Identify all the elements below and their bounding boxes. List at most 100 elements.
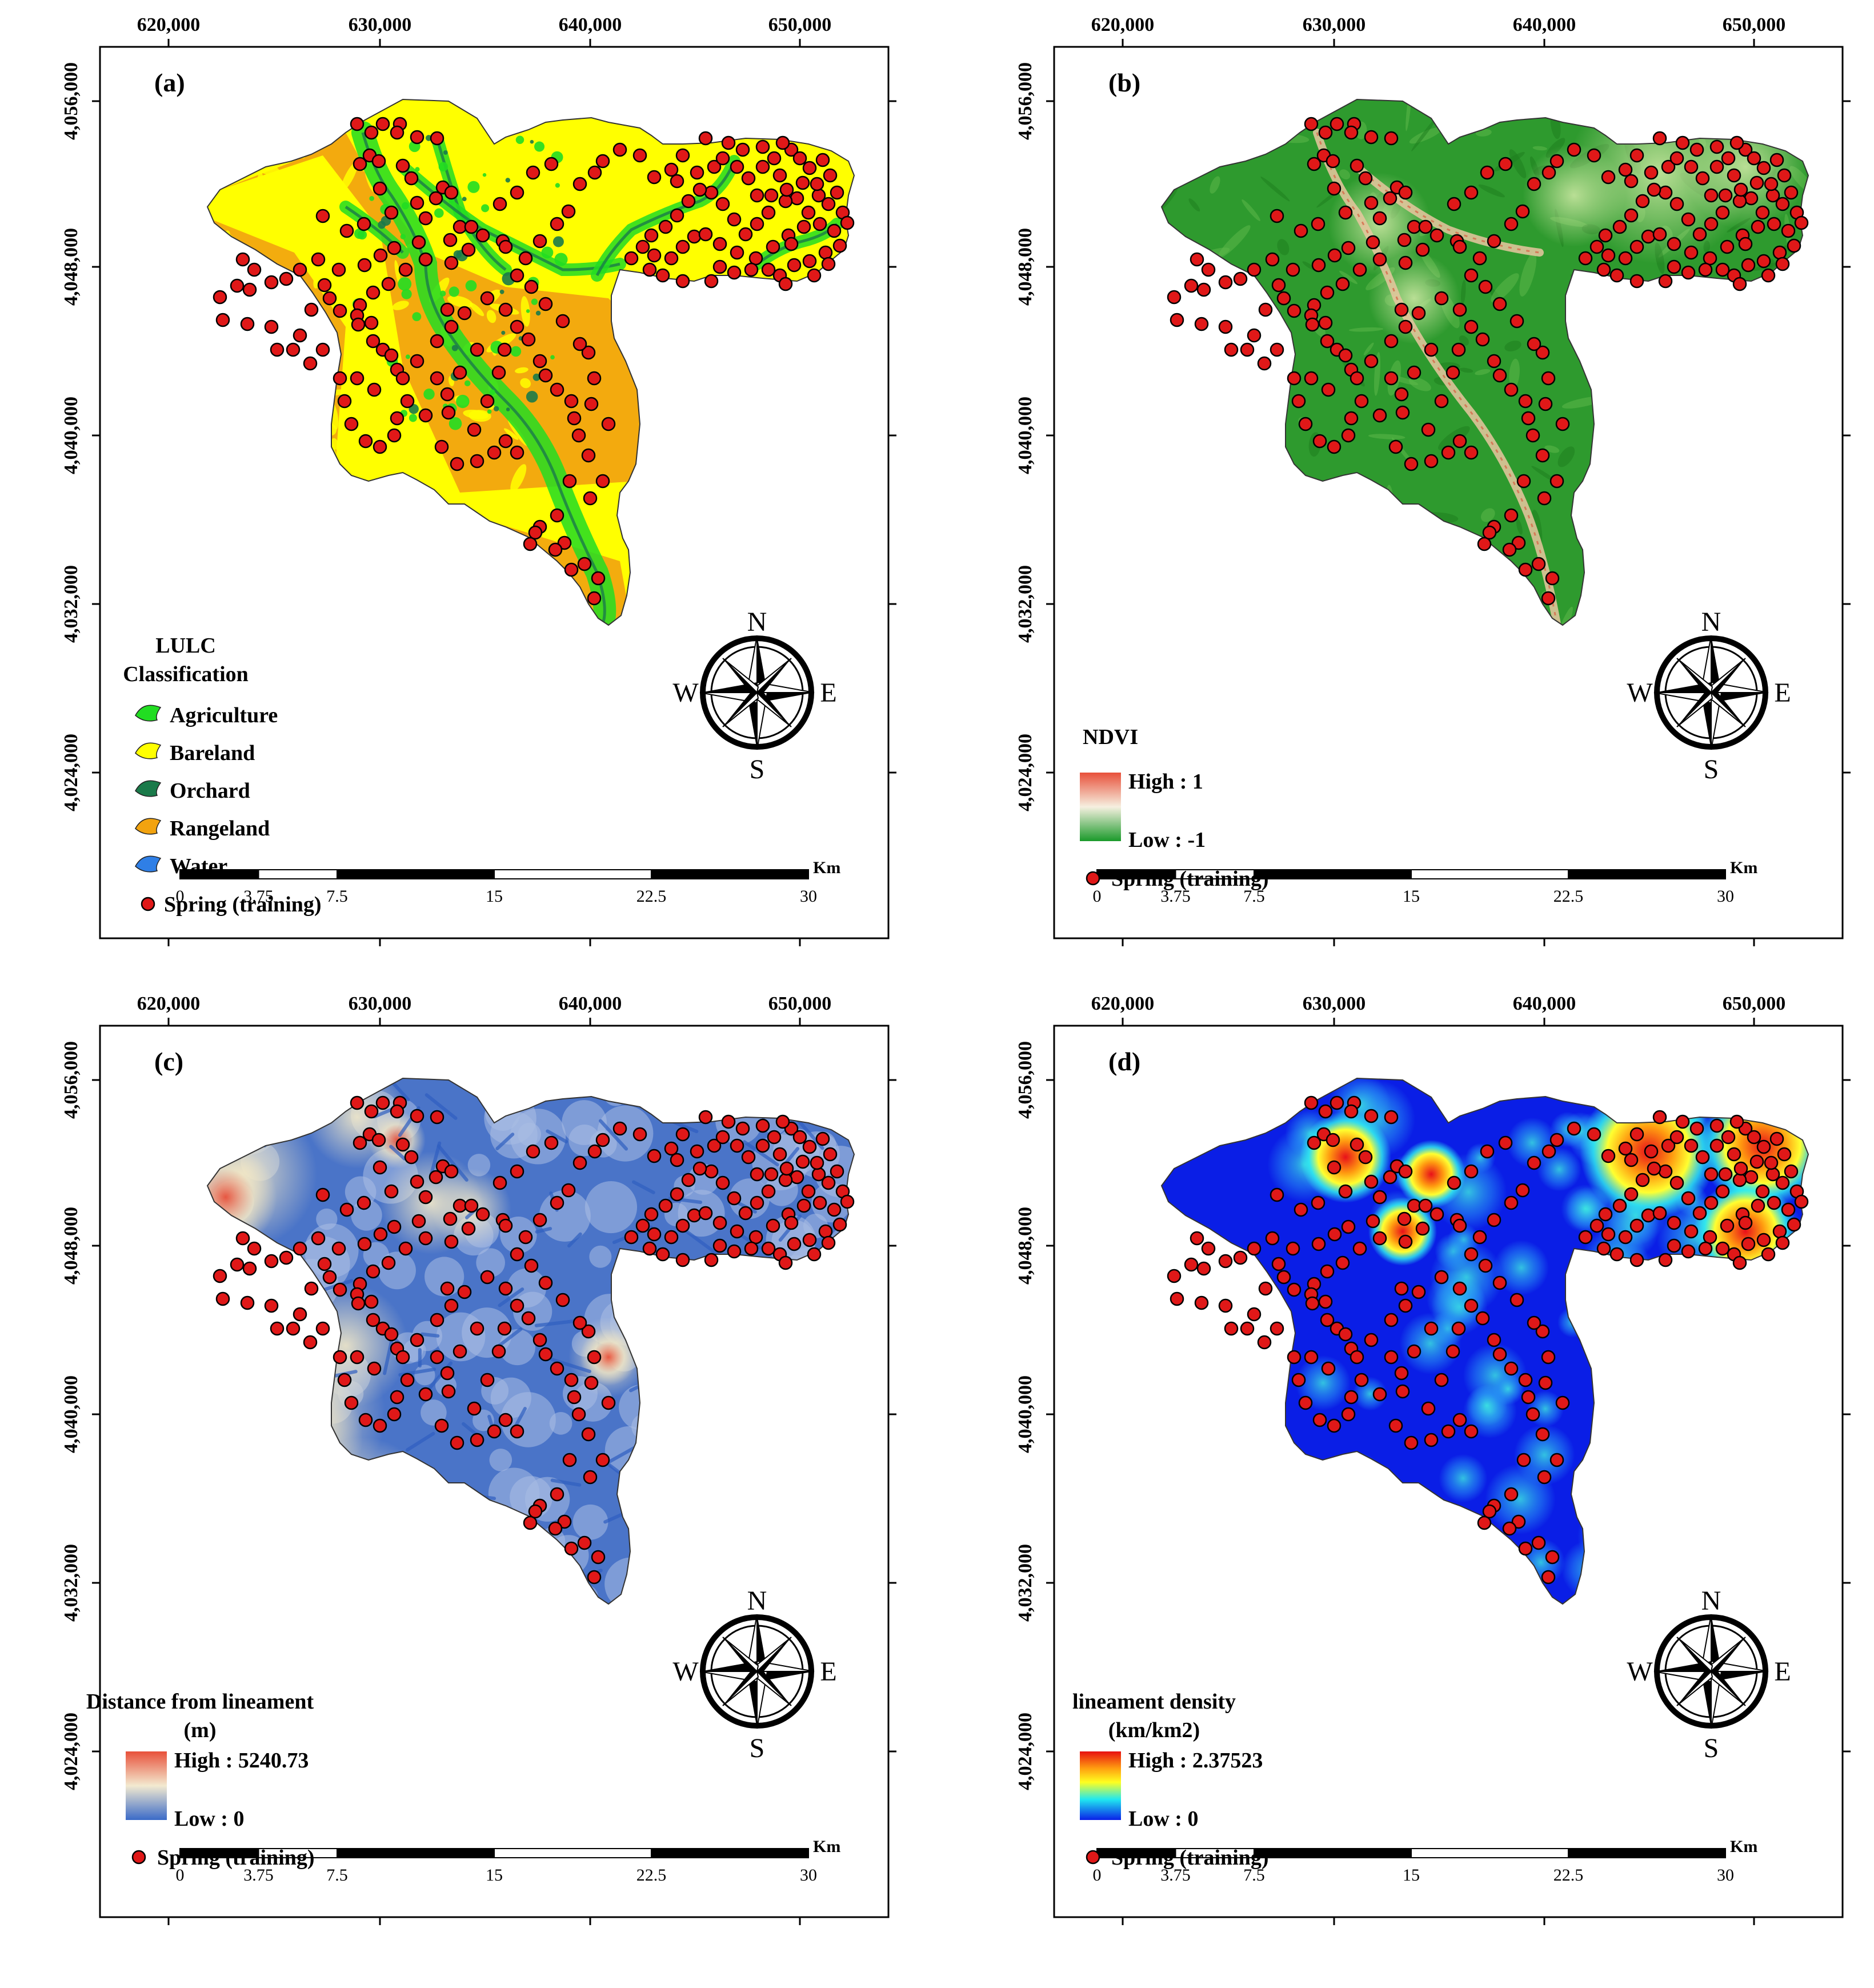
spring-point xyxy=(475,228,490,243)
spring-point xyxy=(840,215,855,230)
spring-point xyxy=(1744,191,1759,206)
spring-point xyxy=(712,1238,727,1253)
spring-point xyxy=(1658,1253,1673,1267)
spring-point xyxy=(1487,1333,1501,1347)
spring-point xyxy=(1647,182,1661,197)
spring-point xyxy=(1629,1218,1644,1233)
spring-point xyxy=(698,1110,713,1125)
spring-point xyxy=(778,1255,793,1270)
spring-point xyxy=(755,1138,770,1153)
spring-point xyxy=(1769,1131,1784,1146)
spring-point xyxy=(1729,1114,1744,1129)
spring-point xyxy=(373,1160,387,1175)
y-coordinate-label: 4,032,000 xyxy=(1015,565,1036,643)
spring-point xyxy=(818,1224,833,1239)
spring-point xyxy=(1635,1173,1650,1187)
legend-spring-label: Spring (training) xyxy=(1111,1846,1269,1870)
map-panel-d: 620,000 630,000 640,000 650,000 4,056,000 4,0… xyxy=(1015,993,1851,1925)
scale-bar: 0 3.75 7.5 15 22.5 30 Km xyxy=(1093,858,1758,906)
spring-point xyxy=(444,319,459,334)
spring-point xyxy=(790,191,804,206)
scale-tick: 0 xyxy=(176,1866,185,1885)
legend-low-label: Low : 0 xyxy=(1128,1807,1198,1831)
spring-point xyxy=(510,1298,524,1313)
spring-point xyxy=(827,1202,842,1217)
spring-point xyxy=(1618,1230,1633,1245)
spring-point xyxy=(557,535,572,550)
spring-point xyxy=(1767,217,1781,231)
spring-point xyxy=(1327,181,1342,196)
legend-item-label: Rangeland xyxy=(170,817,270,841)
x-coordinate-label: 650,000 xyxy=(768,993,832,1014)
spring-point xyxy=(812,217,827,231)
scale-tick: 15 xyxy=(486,887,503,906)
spring-point xyxy=(775,135,790,150)
spring-point xyxy=(1527,337,1541,351)
spring-point xyxy=(1364,1174,1379,1189)
spring-point xyxy=(1318,1294,1333,1309)
panel-letter: (d) xyxy=(1108,1047,1140,1076)
spring-point xyxy=(561,204,576,219)
legend-title: lineament density xyxy=(1072,1690,1236,1714)
spring-point xyxy=(357,1237,372,1251)
scale-tick: 22.5 xyxy=(1553,1866,1584,1885)
spring-point xyxy=(450,1435,465,1450)
spring-point xyxy=(1504,217,1519,231)
spring-point xyxy=(1311,258,1326,273)
spring-point xyxy=(675,1218,690,1233)
spring-point xyxy=(353,157,367,171)
scale-unit: Km xyxy=(1730,1837,1757,1856)
spring-point xyxy=(1549,1453,1564,1467)
spring-point xyxy=(521,1311,536,1326)
spring-point xyxy=(1681,212,1696,227)
spring-point xyxy=(418,1231,433,1246)
spring-point xyxy=(1732,194,1747,209)
legend-high-label: High : 5240.73 xyxy=(174,1749,309,1773)
spring-point xyxy=(1518,562,1533,577)
spring-point xyxy=(510,1247,524,1262)
spring-point xyxy=(1738,1215,1753,1230)
x-coordinate-label: 640,000 xyxy=(1513,14,1576,35)
spring-point xyxy=(1341,428,1356,443)
spring-point xyxy=(230,278,245,293)
basin-map xyxy=(1160,1077,1809,1605)
spring-point xyxy=(1703,1230,1717,1245)
spring-point xyxy=(444,1234,459,1249)
scale-bar: 0 3.75 7.5 15 22.5 30 Km xyxy=(1093,1837,1758,1885)
spring-point xyxy=(398,262,413,277)
spring-point xyxy=(1190,1231,1204,1246)
compass-n: N xyxy=(1701,1586,1721,1616)
spring-point xyxy=(364,1104,379,1119)
spring-point xyxy=(322,291,337,306)
spring-point xyxy=(735,142,750,157)
spring-point xyxy=(1383,191,1398,206)
spring-point xyxy=(1312,434,1327,449)
spring-point xyxy=(1452,1218,1467,1233)
spring-point xyxy=(707,1138,722,1153)
spring-point xyxy=(1718,188,1733,203)
spring-point xyxy=(1411,306,1426,321)
spring-point xyxy=(1354,1373,1369,1387)
spring-point xyxy=(395,158,410,173)
spring-point xyxy=(1777,1147,1792,1162)
spring-point xyxy=(1480,165,1495,180)
spring-point xyxy=(1372,252,1387,267)
spring-point xyxy=(1629,1253,1644,1267)
spring-point xyxy=(475,1207,490,1222)
spring-point xyxy=(1567,1121,1581,1136)
spring-point xyxy=(1545,1550,1560,1565)
spring-point xyxy=(1516,1453,1531,1467)
spring-point xyxy=(704,274,719,289)
spring-point xyxy=(744,262,759,277)
spring-point xyxy=(1341,1407,1356,1422)
spring-point xyxy=(1721,1130,1736,1145)
spring-point xyxy=(1767,1195,1781,1210)
spring-point xyxy=(1445,1344,1460,1359)
spring-point xyxy=(279,271,294,286)
spring-point xyxy=(523,1515,538,1530)
spring-point xyxy=(1478,279,1493,294)
spring-point xyxy=(1464,1424,1479,1439)
spring-point xyxy=(440,1366,455,1381)
spring-point xyxy=(764,188,779,203)
panel-letter: (a) xyxy=(154,68,185,97)
